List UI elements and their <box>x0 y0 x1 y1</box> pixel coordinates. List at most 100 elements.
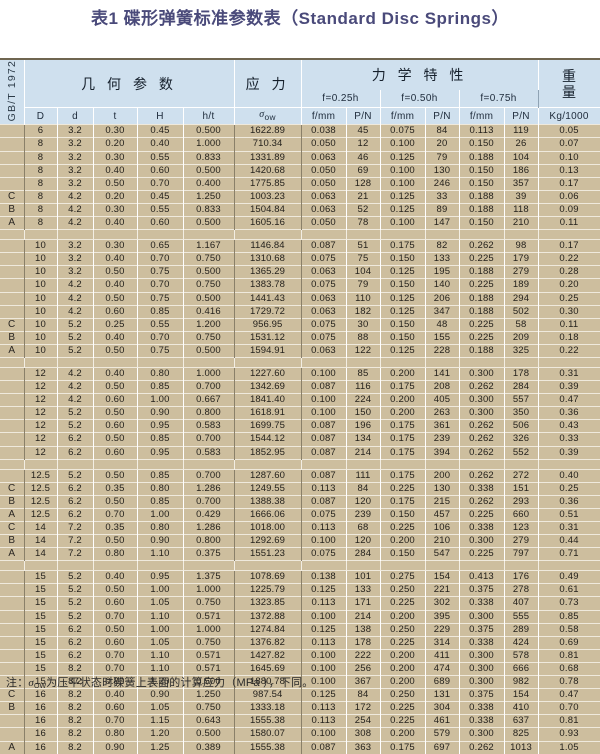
header-weight-line1: 重 <box>562 67 577 84</box>
cell-f-mm-0-50h-: 0.150 <box>380 507 426 522</box>
cell-p-n-0-25h-: 150 <box>346 406 381 420</box>
cell-weight: 0.73 <box>538 596 600 611</box>
cell-d: 10 <box>24 239 58 253</box>
cell-p-n-0-25h-: 46 <box>346 150 381 165</box>
row-series-label: C <box>0 189 25 204</box>
cell-d: 16 <box>24 701 58 715</box>
table-row: 10 3.2 0.30 0.65 1.167 1146.84 0.087 51 0.175 82 0… <box>0 239 600 253</box>
cell-weight: 0.13 <box>538 163 600 178</box>
footnote-sigma-subscript: OW <box>34 683 47 690</box>
cell-d: 12 <box>24 366 58 381</box>
group-spacer-row <box>0 229 600 240</box>
cell-f-mm-0-50h-: 0.200 <box>380 406 426 420</box>
cell-f-mm-0-25h-: 0.125 <box>301 622 347 637</box>
cell-d: 5.2 <box>57 609 94 624</box>
cell-d: 14 <box>24 521 58 535</box>
cell-p-n-0-75h-: 278 <box>504 583 539 597</box>
row-series-label <box>0 393 25 407</box>
cell-weight: 0.36 <box>538 406 600 420</box>
header-geometry-group: 几 何 参 数 <box>24 60 235 108</box>
cell-f-mm-0-50h-: 0.200 <box>380 727 426 742</box>
cell-p-n-0-50h-: 84 <box>425 124 460 138</box>
cell-weight: 0.25 <box>538 291 600 306</box>
cell-f-mm-0-25h-: 0.100 <box>301 648 347 663</box>
cell-d: 5.2 <box>57 317 94 332</box>
cell-h-over-t: 0.667 <box>183 393 235 407</box>
cell-p-n-0-75h-: 666 <box>504 661 539 676</box>
cell-p-n-0-50h-: 547 <box>425 547 460 561</box>
cell-d: 8 <box>24 150 58 165</box>
cell-h: 0.55 <box>137 202 184 217</box>
cell-sigma-ow: 1376.82 <box>234 635 302 650</box>
cell-h-over-t: 0.750 <box>183 278 235 293</box>
cell-p-n-0-50h-: 79 <box>425 150 460 165</box>
cell-t: 0.40 <box>93 252 138 266</box>
cell-f-mm-0-75h-: 0.188 <box>459 291 505 306</box>
cell-f-mm-0-25h-: 0.087 <box>301 445 347 460</box>
cell-weight: 0.81 <box>538 714 600 728</box>
table-row: C 12.5 6.2 0.35 0.80 1.286 1249.55 0.113 84 0.225… <box>0 481 600 496</box>
cell-f-mm-0-75h-: 0.225 <box>459 317 505 332</box>
cell-f-mm-0-75h-: 0.188 <box>459 202 505 217</box>
cell-sigma-ow: 1310.68 <box>234 252 302 266</box>
cell-f-mm-0-75h-: 0.338 <box>459 635 505 650</box>
cell-f-mm-0-25h-: 0.063 <box>301 202 347 217</box>
cell-h-over-t: 1.000 <box>183 137 235 152</box>
cell-f-mm-0-50h-: 0.125 <box>380 189 426 204</box>
parameter-table-container: GB/T 1972 几 何 参 数 应 力 力 学 特 性 重 量 f=0.25… <box>0 58 600 754</box>
cell-h: 0.60 <box>137 216 184 230</box>
table-row: 15 5.2 0.40 0.95 1.375 1078.69 0.138 101 0.275 15… <box>0 570 600 584</box>
cell-f-mm-0-50h-: 0.225 <box>380 521 426 535</box>
cell-p-n-0-75h-: 178 <box>504 366 539 381</box>
cell-d: 12.5 <box>24 481 58 496</box>
cell-p-n-0-50h-: 395 <box>425 609 460 624</box>
cell-t: 0.50 <box>93 406 138 420</box>
cell-h-over-t: 1.200 <box>183 317 235 332</box>
cell-p-n-0-75h-: 1013 <box>504 740 539 754</box>
cell-p-n-0-75h-: 179 <box>504 252 539 266</box>
cell-p-n-0-25h-: 171 <box>346 596 381 611</box>
row-series-label: A <box>0 343 25 358</box>
cell-f-mm-0-75h-: 0.113 <box>459 124 505 138</box>
cell-d: 15 <box>24 622 58 637</box>
cell-d: 8.2 <box>57 714 94 728</box>
cell-p-n-0-50h-: 147 <box>425 216 460 230</box>
cell-p-n-0-50h-: 228 <box>425 343 460 358</box>
cell-d: 12.5 <box>24 468 58 483</box>
cell-d: 4.2 <box>57 189 94 204</box>
cell-h: 0.45 <box>137 124 184 138</box>
cell-h-over-t: 0.416 <box>183 304 235 319</box>
column-header-f-050: f/mm <box>380 107 426 125</box>
cell-weight: 0.11 <box>538 216 600 230</box>
cell-d: 4.2 <box>57 202 94 217</box>
cell-p-n-0-75h-: 660 <box>504 507 539 522</box>
cell-d: 12 <box>24 406 58 420</box>
cell-sigma-ow: 1622.89 <box>234 124 302 138</box>
cell-h-over-t: 0.400 <box>183 176 235 191</box>
cell-d: 8.2 <box>57 675 94 689</box>
footnote-prefix: 注： <box>6 677 29 689</box>
table-row: B 8 4.2 0.30 0.55 0.833 1504.84 0.063 52 0.125 89 0… <box>0 202 600 217</box>
column-header-d: d <box>57 107 94 125</box>
table-row: 12 6.2 0.60 0.95 0.583 1852.95 0.087 214 0.175 39… <box>0 445 600 460</box>
cell-p-n-0-50h-: 229 <box>425 622 460 637</box>
row-series-label <box>0 278 25 293</box>
cell-weight: 0.78 <box>538 675 600 689</box>
cell-sigma-ow: 1331.89 <box>234 150 302 165</box>
cell-f-mm-0-50h-: 0.200 <box>380 675 426 689</box>
cell-h: 1.05 <box>137 596 184 611</box>
table-row: 6 3.2 0.30 0.45 0.500 1622.89 0.038 45 0.075 84 0.… <box>0 124 600 138</box>
cell-p-n-0-50h-: 579 <box>425 727 460 742</box>
cell-p-n-0-50h-: 263 <box>425 406 460 420</box>
cell-t: 0.50 <box>93 468 138 483</box>
cell-f-mm-0-25h-: 0.087 <box>301 432 347 447</box>
column-header-t: t <box>93 107 138 125</box>
cell-h: 0.95 <box>137 570 184 584</box>
cell-d: 16 <box>24 740 58 754</box>
cell-d: 8.2 <box>57 701 94 715</box>
cell-f-mm-0-50h-: 0.125 <box>380 202 426 217</box>
cell-p-n-0-50h-: 697 <box>425 740 460 754</box>
cell-t: 0.50 <box>93 343 138 358</box>
cell-d: 6 <box>24 124 58 138</box>
cell-p-n-0-25h-: 182 <box>346 304 381 319</box>
